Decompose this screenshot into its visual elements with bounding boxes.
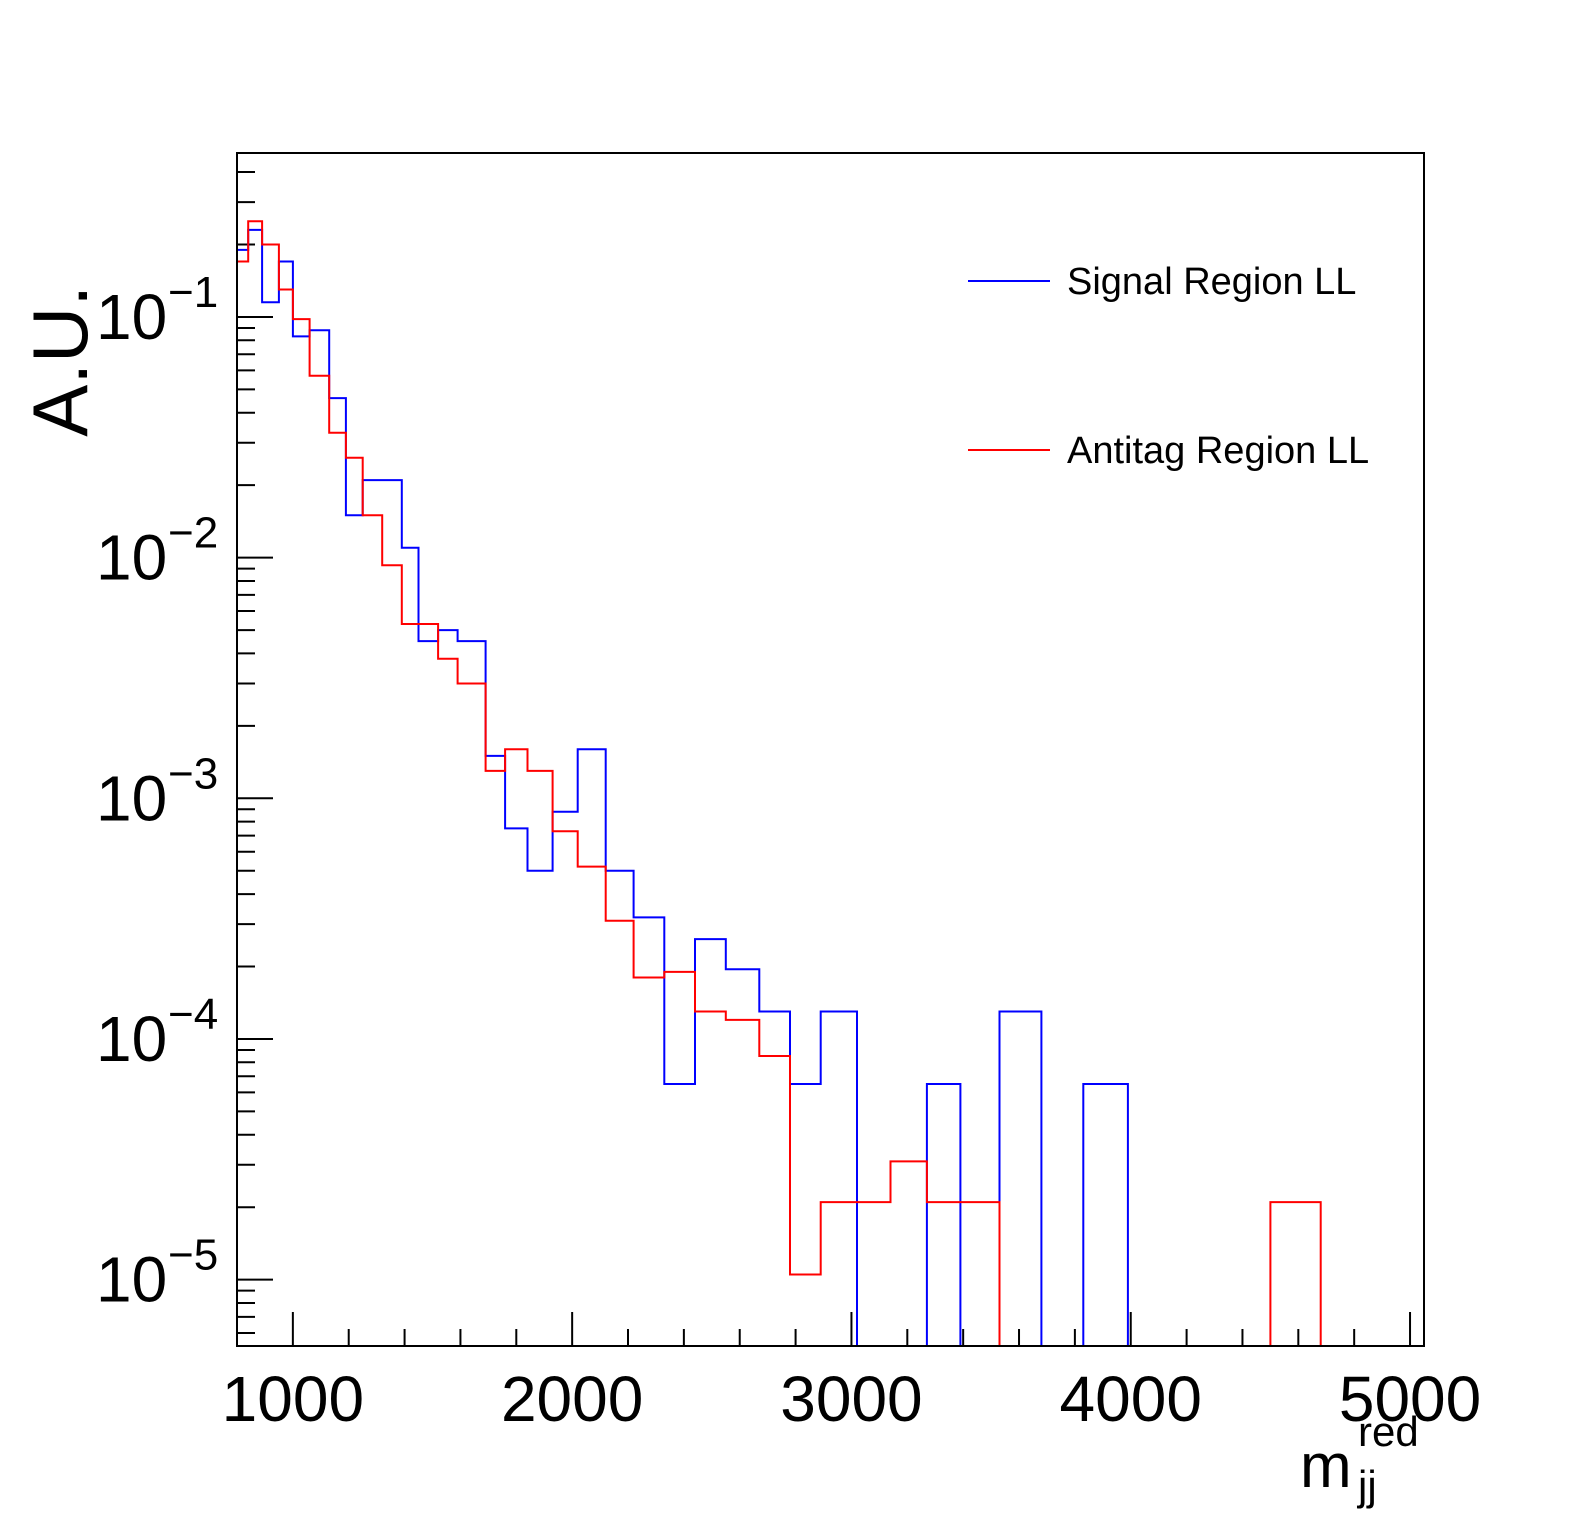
legend: Signal Region LL Antitag Region LL [968, 261, 1369, 472]
y-tick-label: 10 [96, 522, 167, 594]
y-axis-label: A.U. [16, 285, 104, 437]
x-tick-label: 2000 [501, 1363, 643, 1435]
x-axis-label-subscript: jj [1356, 1462, 1377, 1509]
y-tick-labels: 10−510−410−310−210−1 [96, 268, 218, 1316]
plot-series [237, 220, 1424, 1347]
x-tick-label: 3000 [780, 1363, 922, 1435]
y-tick-label: 10 [96, 1003, 167, 1075]
y-tick-label-exponent: −3 [168, 749, 218, 798]
series-antitag-region-ll [237, 220, 1424, 1347]
y-tick-label-exponent: −5 [168, 1231, 218, 1280]
x-tick-label: 5000 [1339, 1363, 1481, 1435]
axis-ticks [236, 171, 1412, 1346]
x-axis-label-superscript: red [1358, 1408, 1419, 1455]
legend-label-antitag: Antitag Region LL [1067, 430, 1369, 472]
y-tick-label-exponent: −4 [168, 990, 218, 1039]
x-axis-label: m [1300, 1432, 1352, 1501]
plot-frame [236, 152, 1425, 1347]
y-tick-label-exponent: −1 [168, 268, 218, 317]
y-tick-label-exponent: −2 [168, 509, 218, 558]
x-tick-labels: 1000 2000 3000 4000 5000 [222, 1363, 1482, 1435]
x-tick-label: 1000 [222, 1363, 364, 1435]
series-signal-region-ll [237, 228, 1424, 1347]
x-tick-label: 4000 [1060, 1363, 1202, 1435]
y-tick-label: 10 [96, 1244, 167, 1316]
y-tick-label: 10 [96, 281, 167, 353]
y-tick-label: 10 [96, 762, 167, 834]
legend-label-signal: Signal Region LL [1067, 261, 1356, 303]
x-axis-label-main: m [1300, 1432, 1352, 1501]
